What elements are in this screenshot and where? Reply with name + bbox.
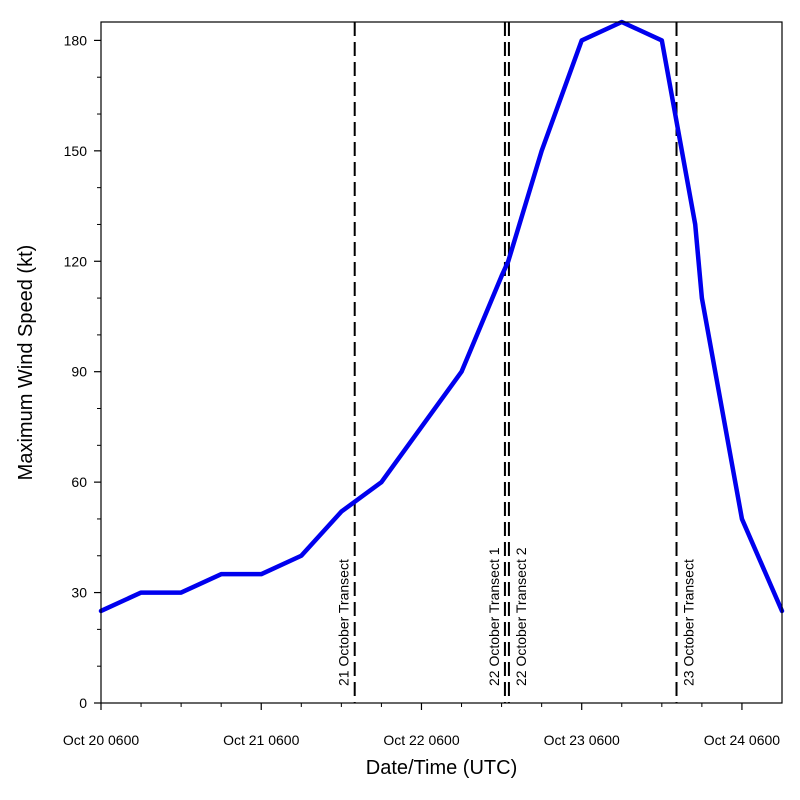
x-tick-label: Oct 22 0600 [383, 732, 459, 748]
y-tick-label: 0 [79, 695, 87, 711]
y-tick-label: 30 [71, 585, 87, 601]
transect-label: 22 October Transect 2 [513, 547, 529, 686]
plot-frame [100, 21, 783, 704]
axis-ticks: 0 30 60 90 120 150 180 Oct 20 0600 Oct 21 0600 Oc… [63, 32, 780, 748]
y-tick-label: 180 [64, 32, 88, 48]
x-tick-label: Oct 20 0600 [63, 732, 139, 748]
transect-label: 22 October Transect 1 [486, 547, 502, 686]
x-axis-label: Date/Time (UTC) [366, 757, 517, 779]
y-axis-label: Maximum Wind Speed (kt) [15, 245, 37, 481]
y-tick-label: 120 [64, 253, 88, 269]
x-tick-label: Oct 24 0600 [704, 732, 780, 748]
transect-label: 21 October Transect [336, 559, 352, 686]
y-tick-label: 90 [71, 364, 87, 380]
series-lines [98, 19, 785, 614]
x-tick-label: Oct 21 0600 [223, 732, 299, 748]
y-tick-label: 60 [71, 474, 87, 490]
transect-label: 23 October Transect [681, 559, 697, 686]
transect-annotations: 21 October Transect 22 October Transect 1… [336, 22, 697, 703]
y-tick-label: 150 [64, 143, 88, 159]
wind-speed-line [98, 19, 785, 614]
x-tick-label: Oct 23 0600 [544, 732, 620, 748]
